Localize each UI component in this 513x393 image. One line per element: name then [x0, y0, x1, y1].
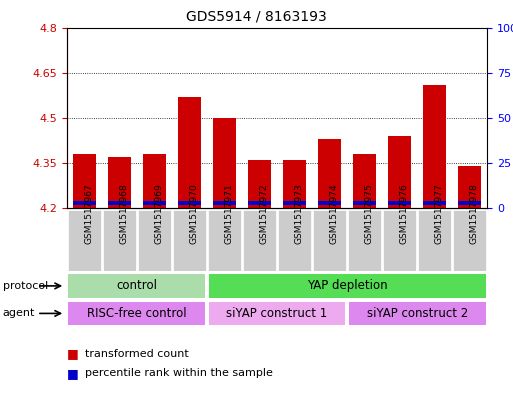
Bar: [423, 201, 446, 205]
Bar: [68, 274, 205, 298]
Bar: [318, 139, 341, 208]
Bar: [103, 210, 136, 271]
Bar: [349, 302, 486, 325]
Bar: [313, 210, 346, 271]
Text: ■: ■: [67, 347, 83, 360]
Bar: [383, 210, 416, 271]
Bar: [248, 201, 271, 205]
Bar: [68, 210, 101, 271]
Text: GSM1517974: GSM1517974: [329, 183, 339, 244]
Bar: [388, 136, 411, 208]
Bar: [248, 160, 271, 208]
Bar: [173, 210, 206, 271]
Bar: [459, 166, 481, 208]
Text: GSM1517969: GSM1517969: [154, 183, 163, 244]
Text: ■: ■: [67, 367, 83, 380]
Bar: [213, 201, 236, 205]
Bar: [68, 302, 205, 325]
Bar: [143, 201, 166, 205]
Text: percentile rank within the sample: percentile rank within the sample: [85, 368, 272, 378]
Text: siYAP construct 2: siYAP construct 2: [367, 307, 468, 320]
Bar: [209, 274, 486, 298]
Bar: [318, 201, 341, 205]
Bar: [178, 201, 201, 205]
Bar: [138, 210, 171, 271]
Bar: [348, 210, 381, 271]
Bar: [143, 154, 166, 208]
Bar: [209, 302, 345, 325]
Text: GSM1517971: GSM1517971: [224, 183, 233, 244]
Bar: [453, 210, 486, 271]
Bar: [459, 201, 481, 205]
Bar: [283, 201, 306, 205]
Text: RISC-free control: RISC-free control: [87, 307, 187, 320]
Text: GSM1517975: GSM1517975: [365, 183, 373, 244]
Text: GSM1517976: GSM1517976: [400, 183, 409, 244]
Bar: [108, 157, 131, 208]
Bar: [178, 97, 201, 208]
Text: GSM1517967: GSM1517967: [84, 183, 93, 244]
Bar: [73, 201, 95, 205]
Bar: [213, 118, 236, 208]
Text: GDS5914 / 8163193: GDS5914 / 8163193: [186, 10, 327, 24]
Text: GSM1517978: GSM1517978: [470, 183, 479, 244]
Text: GSM1517970: GSM1517970: [189, 183, 199, 244]
Text: GSM1517973: GSM1517973: [294, 183, 304, 244]
Text: GSM1517977: GSM1517977: [435, 183, 444, 244]
Text: GSM1517968: GSM1517968: [119, 183, 128, 244]
Text: protocol: protocol: [3, 281, 48, 291]
Bar: [353, 154, 376, 208]
Text: siYAP construct 1: siYAP construct 1: [226, 307, 328, 320]
Text: agent: agent: [3, 309, 35, 318]
Bar: [243, 210, 276, 271]
Bar: [108, 201, 131, 205]
Bar: [283, 160, 306, 208]
Text: GSM1517972: GSM1517972: [260, 183, 268, 244]
Bar: [353, 201, 376, 205]
Text: transformed count: transformed count: [85, 349, 188, 359]
Bar: [388, 201, 411, 205]
Bar: [73, 154, 95, 208]
Bar: [423, 85, 446, 208]
Text: control: control: [116, 279, 157, 292]
Text: YAP depletion: YAP depletion: [307, 279, 387, 292]
Bar: [208, 210, 241, 271]
Bar: [418, 210, 451, 271]
Bar: [278, 210, 311, 271]
